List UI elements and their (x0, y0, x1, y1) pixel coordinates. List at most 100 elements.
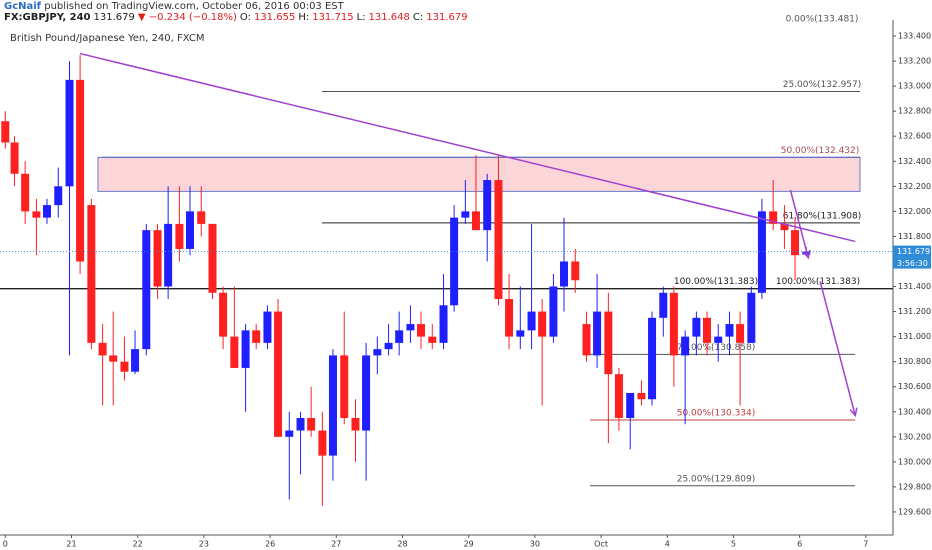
x-tick-label: 26 (265, 540, 275, 549)
y-tick-label: 132.000 (898, 207, 931, 216)
candle-body (538, 311, 547, 337)
header-field: FX:GBPJPY, 240 (4, 12, 91, 23)
candle-body (747, 292, 756, 343)
x-tick-label: Oct (594, 540, 608, 549)
y-tick-label: 133.000 (898, 82, 931, 91)
header-line1: GcNaif published on TradingView.com, Oct… (4, 1, 471, 12)
candle-body (736, 324, 745, 343)
candle-body (494, 180, 503, 300)
candle-body (197, 211, 206, 224)
fib-label: 61.80%(131.908) (783, 211, 862, 221)
x-tick-label: 22 (133, 540, 143, 549)
candle-body (175, 223, 184, 249)
candle-body (669, 292, 678, 356)
y-tick-label: 130.000 (898, 457, 931, 466)
x-tick-label: 5 (731, 540, 736, 549)
candle-body (351, 418, 360, 431)
candle-body (32, 211, 41, 218)
candle-body (120, 361, 129, 372)
fib-label: 50.00%(130.334) (677, 409, 756, 419)
candle-body (516, 330, 525, 337)
candle-body (395, 330, 404, 343)
fib-label: 100.00%(131.383) (674, 277, 758, 287)
candle-body (461, 211, 470, 218)
candle-body (791, 230, 800, 256)
candle-body (417, 324, 426, 337)
y-tick-label: 132.800 (898, 107, 931, 116)
candle-body (153, 230, 162, 287)
header-field: 131.715 (312, 12, 354, 23)
x-tick-label: 6 (797, 540, 802, 549)
x-tick-label: 21 (66, 540, 76, 549)
countdown: 3:56:30 (897, 259, 928, 268)
y-tick-label: 129.800 (898, 482, 931, 491)
candle-body (98, 342, 107, 356)
candle-body (219, 292, 228, 337)
candle-body (757, 211, 766, 293)
candle-body (659, 292, 668, 318)
header-field: 131.655 (253, 12, 296, 23)
chart-title: British Pound/Japanese Yen, 240, FXCM (10, 33, 205, 44)
author[interactable]: GcNaif (4, 1, 42, 12)
candle-body (471, 211, 480, 231)
fib-label: 0.00%(133.481) (786, 14, 859, 24)
last-price-label: 131.679 (897, 247, 930, 256)
arrow-head (849, 407, 858, 418)
candle-body (384, 342, 393, 350)
y-tick-label: 132.600 (898, 132, 931, 141)
y-tick-label: 130.600 (898, 382, 931, 391)
candle-body (185, 211, 194, 249)
candle-body (208, 223, 217, 293)
candle-body (626, 392, 635, 419)
candle-body (54, 186, 63, 206)
y-tick-label: 129.600 (898, 507, 931, 516)
header-field: L: (356, 12, 366, 23)
candle-body (76, 79, 85, 262)
candle-body (21, 173, 30, 212)
candle-body (263, 311, 272, 343)
fib-label: 75.00%(130.858) (677, 343, 756, 353)
header-field: H: (298, 12, 310, 23)
candle-body (769, 211, 778, 224)
candle-body (131, 349, 140, 372)
candle-body (549, 286, 558, 337)
candle-body (681, 336, 690, 356)
y-tick-label: 133.400 (898, 32, 931, 41)
candle-body (702, 317, 711, 343)
candle-body (164, 223, 173, 287)
candle-body (142, 230, 151, 350)
candle-body (505, 299, 514, 337)
candle-body (241, 330, 250, 368)
x-tick-label: 0 (3, 540, 8, 549)
x-tick-label: 7 (863, 540, 868, 549)
candle-body (65, 79, 74, 187)
candle-body (450, 217, 459, 306)
countdown-box (893, 257, 931, 269)
candle-body (328, 355, 337, 456)
candle-body (307, 418, 316, 431)
candle-body (10, 142, 19, 174)
arrow-head (802, 249, 811, 260)
y-tick-label: 132.400 (898, 157, 931, 166)
y-tick-label: 131.800 (898, 232, 931, 241)
candle-body (428, 336, 437, 343)
x-tick-label: 28 (397, 540, 407, 549)
candle-body (560, 261, 568, 287)
x-tick-label: 23 (199, 540, 209, 549)
candle-body (109, 355, 118, 362)
arrow (789, 189, 809, 258)
candle-body (692, 317, 701, 337)
header-field: C: (412, 12, 424, 23)
candle-body (614, 374, 623, 419)
fib-label: 25.00%(132.957) (783, 80, 862, 90)
candle-body (582, 324, 591, 356)
y-tick-label: 130.800 (898, 357, 931, 366)
candle-body (483, 180, 492, 231)
fib-label: 100.00%(131.383) (776, 277, 860, 287)
y-tick-label: 131.000 (898, 332, 931, 341)
publish-info: published on TradingView.com, October 06… (44, 1, 344, 12)
candle-body (714, 336, 723, 343)
candle-body (571, 261, 580, 281)
